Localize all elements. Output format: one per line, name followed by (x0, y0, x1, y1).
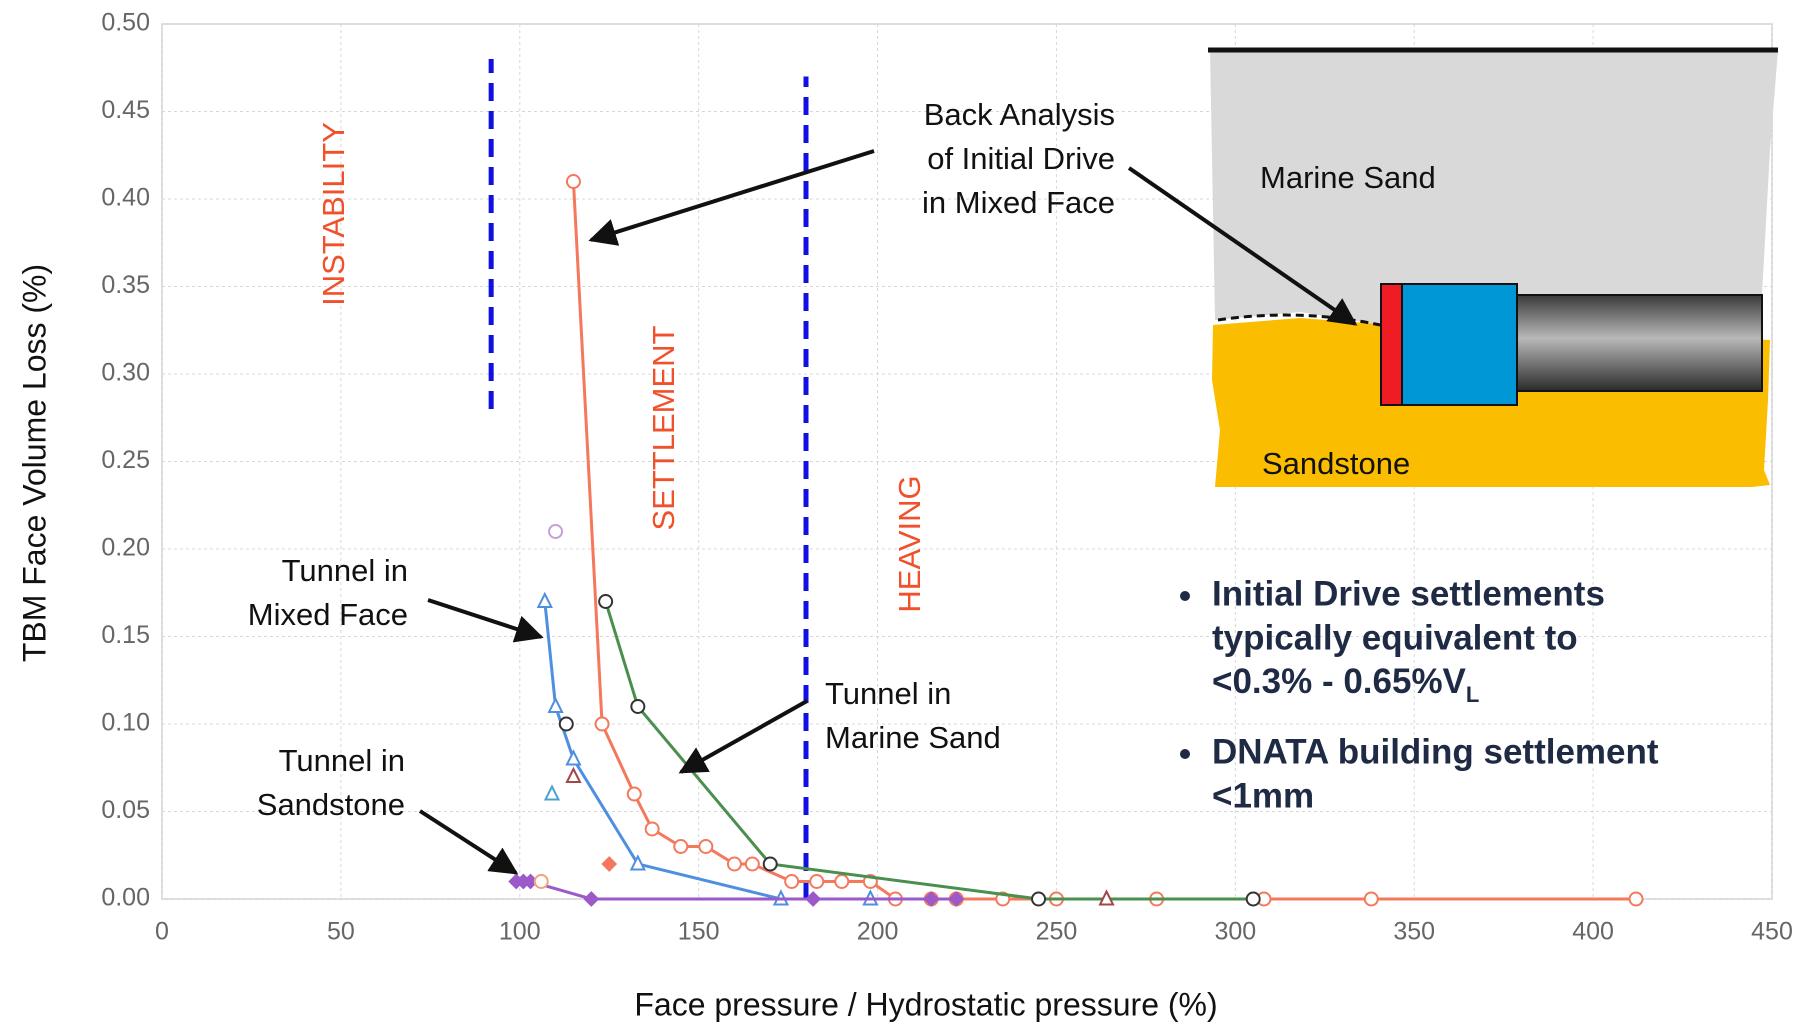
data-point (1031, 891, 1047, 907)
data-point (626, 786, 642, 802)
arrow (678, 699, 808, 774)
y-tick-label: 0.15 (101, 621, 150, 649)
data-point (726, 856, 742, 872)
data-point (1628, 891, 1644, 907)
bullet-text: <0.3% - 0.65%VL (1212, 662, 1479, 707)
y-tick-label: 0.50 (101, 9, 150, 37)
annotations: Face pressure / Hydrostatic pressure (%)… (16, 97, 1658, 1022)
callout-text: Tunnel in (825, 676, 951, 711)
callout-text: in Mixed Face (922, 185, 1115, 220)
bullet-dot (1180, 591, 1190, 601)
data-point (923, 891, 940, 907)
data-point (548, 524, 564, 539)
callout-text: Tunnel in (279, 743, 405, 778)
x-tick-label: 450 (1751, 918, 1793, 946)
zone-label: SETTLEMENT (646, 325, 681, 530)
x-tick-label: 150 (678, 918, 720, 946)
bullet-dot (1180, 749, 1190, 759)
data-point (784, 874, 800, 889)
bullet-text: Initial Drive settlements (1212, 574, 1605, 613)
interface-line (1217, 313, 1381, 327)
data-point (583, 891, 600, 907)
y-tick-label: 0.35 (101, 271, 150, 299)
inset-label: Sandstone (1262, 446, 1410, 481)
data-point (565, 174, 581, 189)
x-tick-label: 50 (327, 918, 355, 946)
y-tick-label: 0.45 (101, 96, 150, 124)
y-tick-label: 0.00 (101, 884, 150, 912)
data-point (673, 839, 689, 854)
data-point (1363, 891, 1379, 907)
bullet-text: DNATA building settlement (1212, 732, 1659, 771)
data-point (536, 591, 553, 608)
data-point (744, 856, 760, 872)
callout-text: Back Analysis (924, 97, 1115, 132)
tbm-shield (1401, 283, 1518, 406)
inset-label: Marine Sand (1260, 160, 1436, 195)
data-point (543, 784, 561, 801)
arrow (1127, 166, 1358, 326)
data-point (805, 891, 822, 907)
data-point (644, 821, 660, 837)
data-point (629, 854, 646, 871)
y-tick-label: 0.20 (101, 534, 150, 562)
subscript: L (1466, 682, 1479, 707)
series-line (543, 601, 871, 901)
callout-text: Marine Sand (825, 720, 1001, 755)
callout-text: Tunnel in (282, 553, 408, 588)
data-point (1098, 889, 1115, 906)
data-point (630, 699, 646, 714)
x-tick-label: 100 (499, 918, 541, 946)
y-tick-label: 0.10 (101, 709, 150, 737)
arrow (418, 809, 519, 875)
x-tick-label: 0 (155, 918, 169, 946)
x-tick-label: 400 (1572, 918, 1614, 946)
data-point (598, 594, 614, 609)
x-axis-title: Face pressure / Hydrostatic pressure (%) (634, 986, 1217, 1022)
y-axis-title: TBM Face Volume Loss (%) (16, 264, 52, 662)
cutter-head (1380, 283, 1403, 406)
arrow (427, 598, 544, 643)
bullet-text-span: <0.3% - 0.65%V (1212, 662, 1467, 701)
data-point (547, 696, 564, 713)
bullet-text: <1mm (1212, 776, 1314, 815)
callout-text: Sandstone (257, 787, 405, 822)
data-point (558, 716, 574, 732)
data-point (565, 749, 582, 766)
marine-sand-layer (1210, 50, 1778, 325)
zone-label: INSTABILITY (316, 122, 351, 306)
data-point (601, 856, 618, 872)
data-point (834, 874, 850, 889)
data-point (1245, 891, 1261, 907)
zone-label: HEAVING (892, 475, 927, 612)
data-point (565, 766, 582, 783)
y-tick-label: 0.40 (101, 184, 150, 212)
arrow (588, 149, 875, 246)
tunnel-lining (1516, 294, 1763, 392)
arrows (418, 149, 1358, 875)
x-tick-label: 300 (1214, 918, 1256, 946)
x-tick-label: 200 (857, 918, 899, 946)
data-point (809, 874, 825, 889)
y-tick-label: 0.05 (101, 796, 150, 824)
data-point (698, 839, 714, 854)
y-tick-label: 0.30 (101, 359, 150, 387)
data-point (594, 716, 610, 732)
x-tick-label: 350 (1393, 918, 1435, 946)
inset-diagram: Marine Sand Sandstone (1208, 47, 1778, 487)
bullet-text: typically equivalent to (1212, 618, 1578, 657)
x-tick-label: 250 (1036, 918, 1078, 946)
data-point (533, 874, 549, 889)
callout-text: of Initial Drive (927, 141, 1115, 176)
data-point (762, 856, 778, 872)
data-point (948, 891, 965, 907)
y-tick-label: 0.25 (101, 446, 150, 474)
plot-area: 0.00 0.05 0.10 0.15 0.20 0.25 0.30 0.35 0.40 0.45… (101, 9, 1793, 946)
callout-text: Mixed Face (248, 597, 408, 632)
